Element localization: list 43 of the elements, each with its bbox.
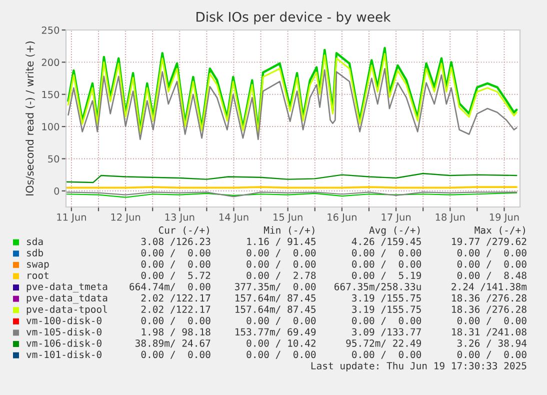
text: 0.00 / 0.00 0.00 / 0.00 0.00 / 0.00 0.00 / 0.00 (141, 249, 526, 258)
text: Cur (-/+) Min (-/+) Avg (-/+) Max (-/+) (158, 226, 525, 236)
x-tick-label: 16 Jun (328, 213, 356, 223)
text: 3.08 /126.23 1.16 / 91.45 4.26 /159.45 19.77 /279.62 (141, 238, 526, 246)
x-tick-label: 15 Jun (274, 214, 302, 223)
legend-label: vm-100-disk-0 (26, 316, 102, 324)
x-tick-label: 19 Jun (490, 213, 519, 223)
y-tick-label: 50 (48, 155, 60, 163)
legend-label: pve-data_tdata (26, 294, 108, 304)
line-series (68, 68, 518, 140)
y-tick-label: 250 (42, 26, 60, 34)
legend-label: sda (27, 238, 43, 246)
text: 0.00 / 0.00 0.00 / 0.00 0.00 / 0.00 0.00 / 0.00 (141, 350, 526, 359)
text: 2.02 /122.17 157.64m/ 87.45 3.19 /155.75 18.36 /276.28 (141, 294, 526, 302)
y-axis-title: IOs/second read (-) / write (+) (26, 41, 35, 196)
text: 1.98 / 98.18 153.77m/ 69.49 3.09 /133.77 18.31 /241.08 (142, 328, 526, 336)
text: 38.89m/ 24.67 0.00 / 10.42 95.72m/ 22.49 3.26 / 38.94 (135, 339, 527, 348)
text: 2.02 /122.17 157.64m/ 87.45 3.19 /155.75 18.36 /276.28 (141, 306, 526, 314)
text: 664.74m/ 0.00 377.35m/ 0.00 667.35m/258.33u 2.24 /141.38m (130, 282, 527, 292)
legend-label: vm-105-disk-0 (26, 328, 102, 336)
y-tick-label: 200 (42, 58, 60, 66)
legend-label: swap (27, 262, 49, 270)
x-tick-label: 17 Jun (382, 214, 411, 223)
text: 0.00 / 0.00 0.00 / 0.00 0.00 / 0.00 0.00 / 0.00 (141, 260, 526, 269)
legend-label: pve-data-tpool (26, 305, 107, 315)
text: 0.00 / 5.72 0.00 / 2.78 0.00 / 5.19 0.00 / 8.48 (141, 272, 526, 280)
text: Last update: Thu Jun 19 17:30:33 2025 (311, 362, 526, 372)
x-tick-label: 14 Jun (219, 214, 248, 223)
legend-label: sdb (27, 248, 43, 256)
x-tick-label: 13 Jun (165, 213, 194, 223)
line-series (66, 172, 518, 184)
x-tick-label: 12 Jun (111, 213, 140, 223)
x-tick-label: 18 Jun (436, 213, 465, 223)
y-tick-label: 150 (42, 90, 60, 98)
legend-label: root (28, 272, 48, 280)
y-tick-label: 0 (54, 187, 60, 195)
legend-label: pve-data_tmeta (26, 282, 108, 292)
y-tick-label: 100 (42, 123, 60, 130)
text: 0.00 / 0.00 0.00 / 0.00 0.00 / 0.00 0.00 / 0.00 (141, 316, 526, 326)
chart-title: Disk IOs per device - by week (196, 12, 391, 24)
x-tick-label: 11 Jun (57, 214, 86, 223)
legend-label: vm-106-disk-0 (26, 339, 102, 347)
legend-label: vm-101-disk-0 (26, 350, 102, 358)
